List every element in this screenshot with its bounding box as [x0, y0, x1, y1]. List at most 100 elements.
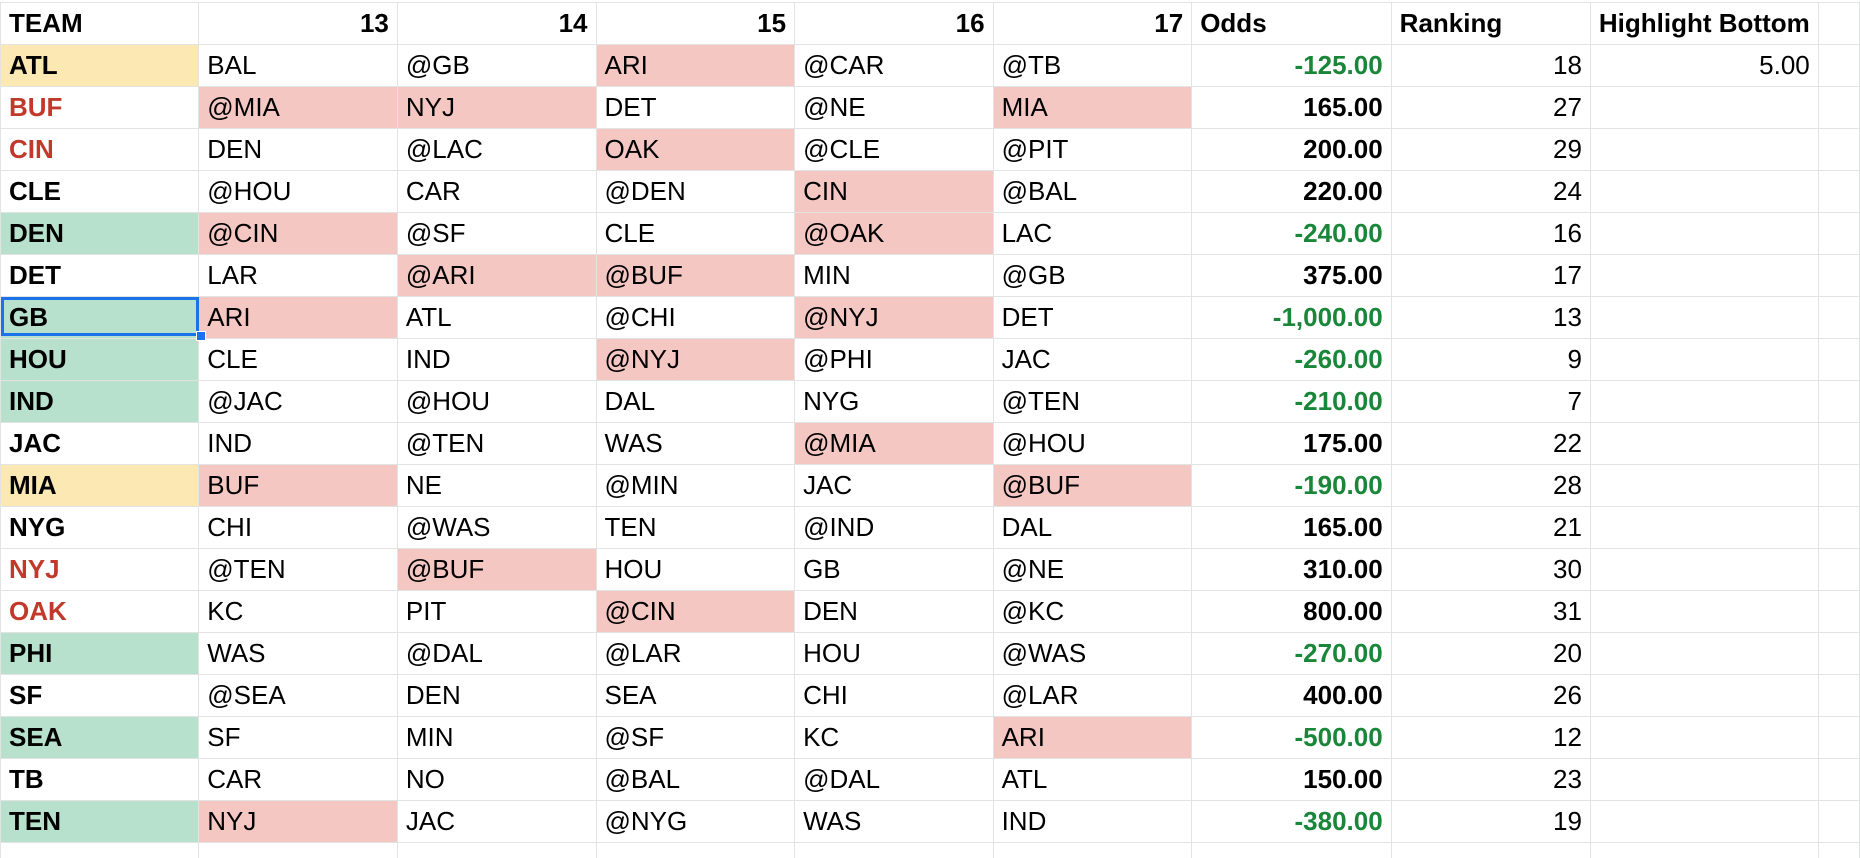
highlight-bottom-cell[interactable]	[1589, 254, 1819, 297]
ranking-cell[interactable]: 7	[1390, 380, 1591, 423]
game-cell-week-17[interactable]: DET	[992, 296, 1193, 339]
game-cell-week-15[interactable]: @NYJ	[595, 338, 796, 381]
game-cell-week-17[interactable]: MIA	[992, 86, 1193, 129]
column-header-9[interactable]	[1817, 2, 1860, 45]
empty-cell[interactable]	[1817, 254, 1860, 297]
highlight-bottom-cell[interactable]	[1589, 296, 1819, 339]
ranking-cell[interactable]: 12	[1390, 716, 1591, 759]
odds-cell[interactable]: 800.00	[1191, 590, 1392, 633]
team-cell[interactable]: TEN	[0, 800, 200, 843]
ranking-cell[interactable]: 23	[1390, 758, 1591, 801]
game-cell-week-17[interactable]: ARI	[992, 716, 1193, 759]
empty-cell[interactable]	[1817, 506, 1860, 549]
ranking-cell[interactable]: 17	[1390, 254, 1591, 297]
odds-cell[interactable]: 165.00	[1191, 506, 1392, 549]
team-cell[interactable]: ATL	[0, 44, 200, 87]
highlight-bottom-cell[interactable]	[1589, 338, 1819, 381]
game-cell-week-14[interactable]: CAR	[396, 170, 597, 213]
game-cell-week-17[interactable]: @WAS	[992, 632, 1193, 675]
game-cell-week-14[interactable]: @GB	[396, 44, 597, 87]
game-cell-week-13[interactable]: @CIN	[198, 212, 398, 255]
odds-cell[interactable]: -240.00	[1191, 212, 1392, 255]
ranking-cell[interactable]: 16	[1390, 212, 1591, 255]
game-cell-week-17[interactable]: ATL	[992, 758, 1193, 801]
game-cell-week-16[interactable]: NYG	[794, 380, 994, 423]
team-cell[interactable]: GB	[0, 296, 200, 339]
game-cell-week-16[interactable]: @CAR	[794, 44, 994, 87]
column-header-4[interactable]: 16	[794, 2, 994, 45]
game-cell-week-13[interactable]: CHI	[198, 506, 398, 549]
game-cell-week-14[interactable]: DEN	[396, 674, 597, 717]
odds-cell[interactable]: 375.00	[1191, 254, 1392, 297]
odds-cell[interactable]: -260.00	[1191, 338, 1392, 381]
game-cell-week-15[interactable]: @CHI	[595, 296, 796, 339]
game-cell-week-14[interactable]: @HOU	[396, 380, 597, 423]
game-cell-week-15[interactable]: CLE	[595, 212, 796, 255]
odds-cell[interactable]: 310.00	[1191, 548, 1392, 591]
game-cell-week-16[interactable]: @OAK	[794, 212, 994, 255]
team-cell[interactable]: DEN	[0, 212, 200, 255]
game-cell-week-13[interactable]: DEN	[198, 128, 398, 171]
team-cell[interactable]: DET	[0, 254, 200, 297]
game-cell-week-17[interactable]: @PIT	[992, 128, 1193, 171]
game-cell-week-13[interactable]: @SEA	[198, 674, 398, 717]
game-cell-week-14[interactable]: ATL	[396, 296, 597, 339]
odds-cell[interactable]: -1,000.00	[1191, 296, 1392, 339]
empty-cell[interactable]	[1191, 842, 1392, 858]
ranking-cell[interactable]: 28	[1390, 464, 1591, 507]
ranking-cell[interactable]: 31	[1390, 590, 1591, 633]
team-cell[interactable]: JAC	[0, 422, 200, 465]
game-cell-week-16[interactable]: KC	[794, 716, 994, 759]
game-cell-week-13[interactable]: BAL	[198, 44, 398, 87]
game-cell-week-15[interactable]: @NYG	[595, 800, 796, 843]
game-cell-week-14[interactable]: NE	[396, 464, 597, 507]
game-cell-week-14[interactable]: MIN	[396, 716, 597, 759]
game-cell-week-16[interactable]: @NYJ	[794, 296, 994, 339]
game-cell-week-13[interactable]: @MIA	[198, 86, 398, 129]
ranking-cell[interactable]: 30	[1390, 548, 1591, 591]
game-cell-week-17[interactable]: @NE	[992, 548, 1193, 591]
empty-cell[interactable]	[1817, 842, 1860, 858]
odds-cell[interactable]: -190.00	[1191, 464, 1392, 507]
highlight-bottom-cell[interactable]	[1589, 422, 1819, 465]
game-cell-week-15[interactable]: HOU	[595, 548, 796, 591]
empty-cell[interactable]	[1390, 842, 1591, 858]
odds-cell[interactable]: -125.00	[1191, 44, 1392, 87]
ranking-cell[interactable]: 24	[1390, 170, 1591, 213]
team-cell[interactable]: SF	[0, 674, 200, 717]
team-cell[interactable]: HOU	[0, 338, 200, 381]
empty-cell[interactable]	[1817, 632, 1860, 675]
odds-cell[interactable]: 200.00	[1191, 128, 1392, 171]
game-cell-week-15[interactable]: @LAR	[595, 632, 796, 675]
column-header-6[interactable]: Odds	[1191, 2, 1392, 45]
odds-cell[interactable]: 150.00	[1191, 758, 1392, 801]
column-header-7[interactable]: Ranking	[1390, 2, 1591, 45]
game-cell-week-14[interactable]: @DAL	[396, 632, 597, 675]
empty-cell[interactable]	[1817, 758, 1860, 801]
empty-cell[interactable]	[1817, 212, 1860, 255]
empty-cell[interactable]	[794, 842, 994, 858]
team-cell[interactable]: PHI	[0, 632, 200, 675]
ranking-cell[interactable]: 22	[1390, 422, 1591, 465]
team-cell[interactable]: NYG	[0, 506, 200, 549]
odds-cell[interactable]: 400.00	[1191, 674, 1392, 717]
game-cell-week-17[interactable]: LAC	[992, 212, 1193, 255]
highlight-bottom-cell[interactable]	[1589, 548, 1819, 591]
empty-cell[interactable]	[1817, 464, 1860, 507]
odds-cell[interactable]: 175.00	[1191, 422, 1392, 465]
highlight-bottom-cell[interactable]	[1589, 212, 1819, 255]
game-cell-week-15[interactable]: TEN	[595, 506, 796, 549]
odds-cell[interactable]: -500.00	[1191, 716, 1392, 759]
game-cell-week-14[interactable]: NO	[396, 758, 597, 801]
game-cell-week-16[interactable]: MIN	[794, 254, 994, 297]
game-cell-week-17[interactable]: @BUF	[992, 464, 1193, 507]
game-cell-week-15[interactable]: @SF	[595, 716, 796, 759]
odds-cell[interactable]: -210.00	[1191, 380, 1392, 423]
column-header-1[interactable]: 13	[198, 2, 398, 45]
highlight-bottom-cell[interactable]	[1589, 170, 1819, 213]
ranking-cell[interactable]: 26	[1390, 674, 1591, 717]
highlight-bottom-cell[interactable]	[1589, 716, 1819, 759]
game-cell-week-15[interactable]: @DEN	[595, 170, 796, 213]
game-cell-week-15[interactable]: DAL	[595, 380, 796, 423]
game-cell-week-13[interactable]: @TEN	[198, 548, 398, 591]
